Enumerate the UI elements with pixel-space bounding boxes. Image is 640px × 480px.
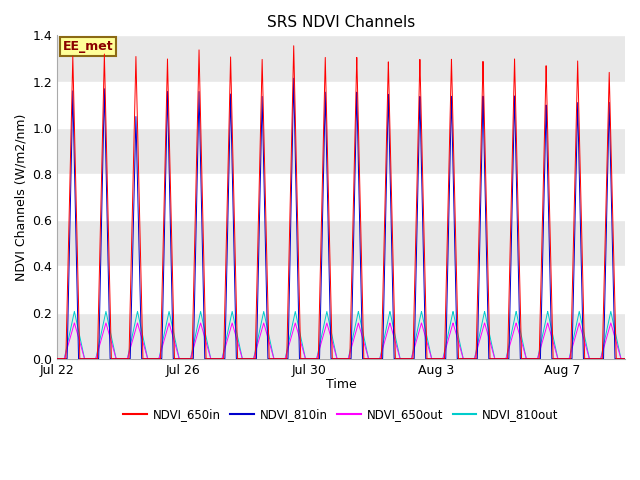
Bar (57, 128, 625, 174)
Title: SRS NDVI Channels: SRS NDVI Channels (267, 15, 415, 30)
Text: EE_met: EE_met (63, 40, 113, 53)
X-axis label: Time: Time (326, 378, 356, 391)
Bar (57, 312, 625, 359)
Bar (57, 220, 625, 266)
Y-axis label: NDVI Channels (W/m2/nm): NDVI Channels (W/m2/nm) (15, 113, 28, 281)
Bar (57, 36, 625, 82)
Legend: NDVI_650in, NDVI_810in, NDVI_650out, NDVI_810out: NDVI_650in, NDVI_810in, NDVI_650out, NDV… (118, 403, 563, 426)
